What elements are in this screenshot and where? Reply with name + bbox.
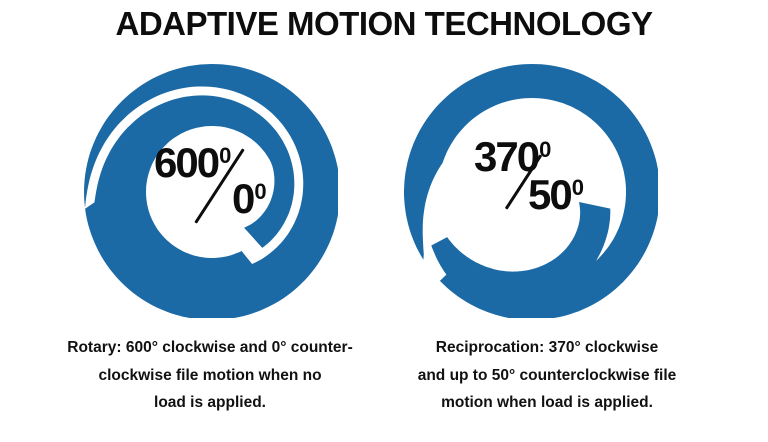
rotary-caption-line-2: clockwise file motion when no — [98, 366, 322, 384]
reciprocation-caption-line-3: motion when load is applied. — [441, 394, 653, 411]
rotary-counterclockwise-value: 00 — [232, 175, 267, 222]
page-title: ADAPTIVE MOTION TECHNOLOGY — [115, 5, 653, 42]
rotary-spiral-graphic — [84, 64, 338, 318]
rotary-caption-line-3: load is applied. — [154, 394, 266, 411]
rotary-spiral-icon — [84, 64, 338, 318]
rotary-clockwise-degree-mark: 0 — [219, 143, 232, 168]
rotary-caption-line-1: Rotary: 600° clockwise and 0° counter- — [67, 339, 353, 356]
reciprocation-caption-line-1: Reciprocation: 370° clockwise — [435, 339, 659, 356]
reciprocation-clockwise-degree-mark: 0 — [539, 137, 552, 162]
rotary-counterclockwise-degree-mark: 0 — [254, 179, 267, 204]
rotary-clockwise-number: 600 — [154, 139, 220, 186]
reciprocation-dial: 3700 500 — [402, 62, 658, 318]
rotary-dial: 6000 00 — [82, 62, 338, 318]
reciprocation-counterclockwise-value: 500 — [528, 171, 584, 218]
rotary-clockwise-value: 6000 — [154, 139, 232, 186]
reciprocation-caption: Reciprocation: 370° clockwise and up to … — [377, 334, 717, 417]
reciprocation-counterclockwise-degree-mark: 0 — [571, 175, 584, 200]
reciprocation-swoosh-icon — [431, 202, 611, 318]
reciprocation-graphic — [404, 64, 658, 318]
reciprocation-counterclockwise-number: 50 — [528, 171, 573, 218]
rotary-counterclockwise-number: 0 — [232, 175, 255, 222]
rotary-caption: Rotary: 600° clockwise and 0° counter- c… — [40, 334, 380, 417]
reciprocation-caption-line-2: and up to 50° counterclockwise file — [417, 366, 677, 384]
